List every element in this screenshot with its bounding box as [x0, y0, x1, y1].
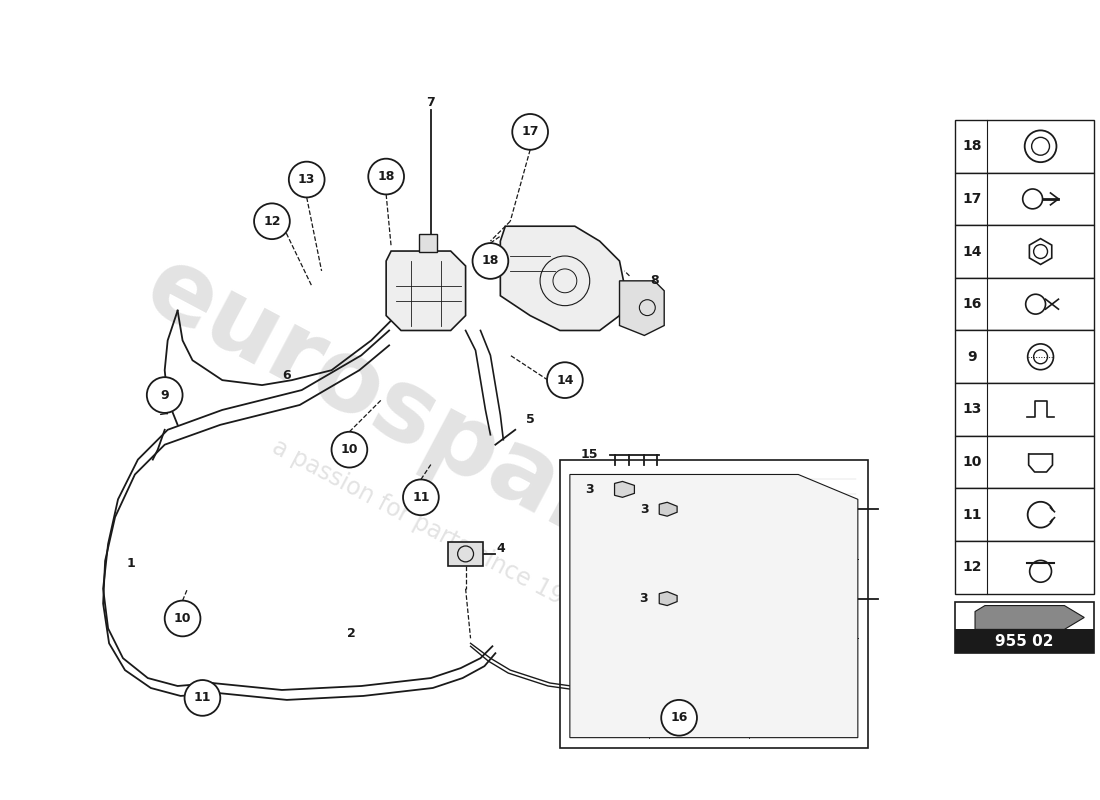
Text: 16: 16: [962, 297, 981, 311]
Circle shape: [165, 601, 200, 636]
Text: 9: 9: [161, 389, 169, 402]
Bar: [955, 226, 1094, 278]
Bar: [955, 436, 1094, 488]
Bar: [955, 330, 1094, 383]
Circle shape: [368, 158, 404, 194]
Circle shape: [146, 377, 183, 413]
Text: 955 02: 955 02: [996, 634, 1054, 649]
Text: 11: 11: [412, 491, 430, 504]
Text: 13: 13: [962, 402, 981, 417]
Text: 10: 10: [962, 455, 981, 469]
Text: 4: 4: [496, 542, 505, 555]
Circle shape: [661, 700, 697, 736]
Text: 10: 10: [174, 612, 191, 625]
Bar: [955, 541, 1094, 594]
Bar: [560, 459, 868, 747]
Bar: [448, 542, 484, 566]
Text: 3: 3: [640, 502, 649, 516]
Polygon shape: [386, 251, 465, 330]
Bar: [955, 630, 1094, 654]
Circle shape: [185, 680, 220, 716]
Circle shape: [513, 114, 548, 150]
Polygon shape: [615, 482, 635, 498]
Text: 3: 3: [639, 592, 648, 605]
Text: 10: 10: [341, 443, 359, 456]
Bar: [955, 488, 1094, 541]
Polygon shape: [570, 474, 858, 738]
Text: eurospares: eurospares: [129, 238, 733, 621]
Text: 18: 18: [482, 254, 499, 267]
Circle shape: [331, 432, 367, 467]
Text: 11: 11: [194, 691, 211, 705]
Bar: [955, 173, 1094, 226]
Text: 13: 13: [298, 173, 316, 186]
Text: 5: 5: [526, 414, 535, 426]
Text: 7: 7: [427, 95, 436, 109]
Circle shape: [473, 243, 508, 279]
Polygon shape: [659, 592, 678, 606]
Text: 14: 14: [962, 245, 982, 258]
Text: 11: 11: [962, 508, 982, 522]
Circle shape: [403, 479, 439, 515]
Bar: [955, 383, 1094, 436]
Text: 1: 1: [126, 558, 135, 570]
Text: 6: 6: [283, 369, 292, 382]
Text: 12: 12: [962, 560, 982, 574]
Text: 16: 16: [670, 711, 688, 724]
Bar: [955, 278, 1094, 330]
Circle shape: [289, 162, 324, 198]
Text: 8: 8: [650, 274, 659, 287]
Text: 15: 15: [581, 448, 598, 461]
Text: 2: 2: [346, 627, 355, 640]
Text: 3: 3: [585, 483, 594, 496]
Text: 18: 18: [962, 139, 982, 154]
Polygon shape: [975, 606, 1085, 630]
Text: 17: 17: [521, 126, 539, 138]
Text: a passion for parts since 1985: a passion for parts since 1985: [267, 434, 594, 623]
Text: 14: 14: [557, 374, 573, 386]
Circle shape: [547, 362, 583, 398]
Text: 18: 18: [377, 170, 395, 183]
Bar: [419, 234, 437, 252]
Bar: [955, 602, 1094, 654]
Text: 12: 12: [263, 214, 280, 228]
Polygon shape: [619, 281, 664, 335]
Polygon shape: [659, 502, 678, 516]
Text: 17: 17: [962, 192, 981, 206]
Text: 9: 9: [967, 350, 977, 364]
Bar: [955, 120, 1094, 173]
Circle shape: [254, 203, 289, 239]
Polygon shape: [500, 226, 625, 330]
